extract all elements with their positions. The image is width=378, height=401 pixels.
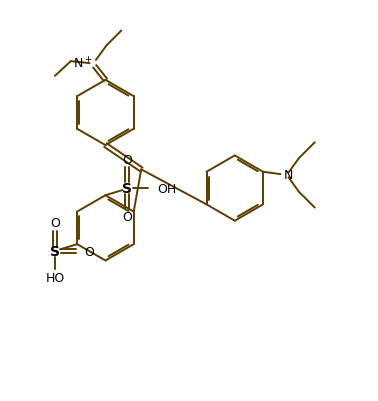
Text: O: O xyxy=(122,211,132,224)
Text: HO: HO xyxy=(46,271,65,284)
Text: S: S xyxy=(122,182,132,196)
Text: S: S xyxy=(50,245,60,259)
Text: O: O xyxy=(50,217,60,230)
Text: O: O xyxy=(122,154,132,166)
Text: OH: OH xyxy=(157,182,176,195)
Text: N$^+$: N$^+$ xyxy=(73,56,93,72)
Text: N: N xyxy=(284,169,293,182)
Text: O: O xyxy=(84,245,94,258)
